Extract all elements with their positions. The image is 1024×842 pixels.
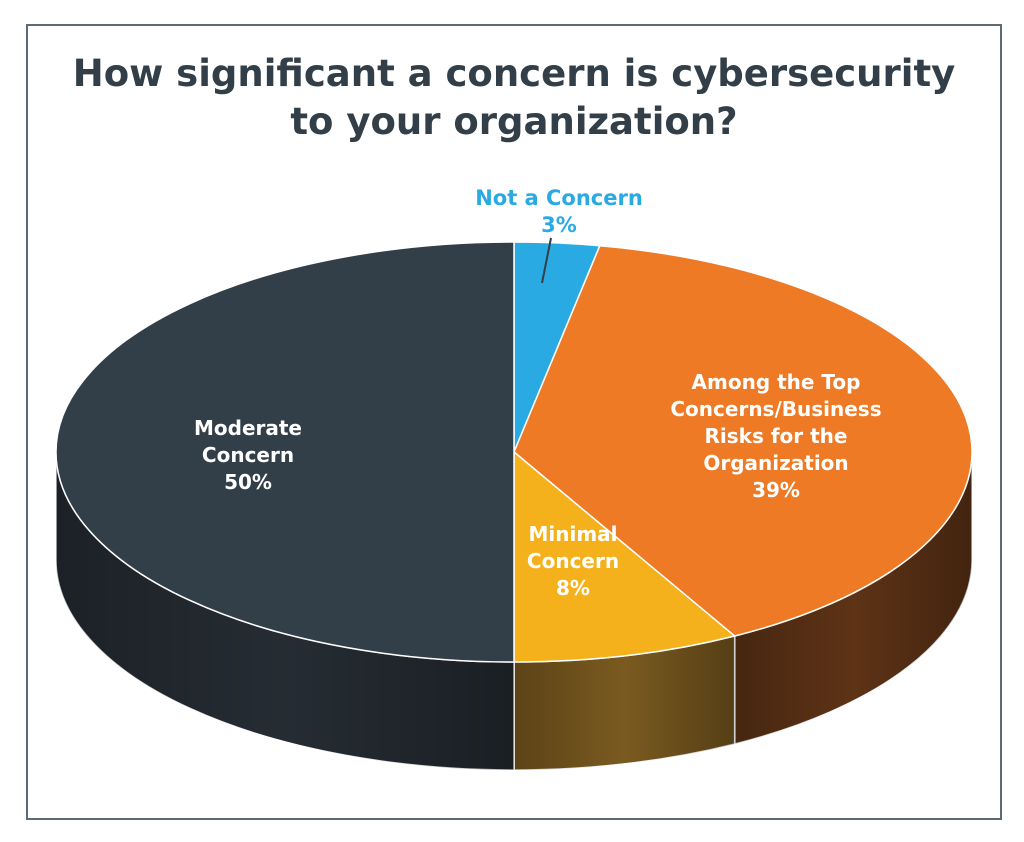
pie-label-2-line-1: Concern <box>527 549 619 573</box>
pie-slice-3 <box>55 241 515 663</box>
pie-slice-2 <box>513 450 737 663</box>
chart-title: How significant a concern is cybersecuri… <box>26 50 1002 146</box>
pie-slice-1 <box>513 244 973 637</box>
pie-label-1-line-3: Organization <box>703 451 848 475</box>
pie-label-3-line-1: Concern <box>202 443 294 467</box>
pie-label-2: Minimal Concern 8% <box>527 522 619 600</box>
pie-label-1-line-2: Risks for the <box>705 424 848 448</box>
pie-label-2-line-2: 8% <box>556 576 590 600</box>
pie-side-shade-3 <box>56 452 514 770</box>
chart-title-line-1: How significant a concern is cybersecuri… <box>72 52 956 95</box>
pie-side-shade-1 <box>734 452 972 745</box>
pie-label-1-line-4: 39% <box>752 478 800 502</box>
pie-side-shade-2 <box>514 636 735 770</box>
chart-title-line-2: to your organization? <box>290 100 738 143</box>
pie-label-1: Among the Top Concerns/Business Risks for … <box>670 370 881 502</box>
pie-labels: Not a Concern 3% Among the Top Concerns/Bus… <box>194 186 882 600</box>
pie-label-1-line-0: Among the Top <box>692 370 861 394</box>
pie-label-3-line-2: 50% <box>224 470 272 494</box>
pie-label-3: Moderate Concern 50% <box>194 416 302 494</box>
pie-label-2-line-0: Minimal <box>528 522 617 546</box>
pie-label-0: Not a Concern 3% <box>475 186 643 237</box>
pie-label-0-line-1: 3% <box>541 213 577 237</box>
pie-sides <box>55 451 973 771</box>
pie-label-0-line-0: Not a Concern <box>475 186 643 210</box>
label-leader-line <box>541 237 552 284</box>
pie-label-1-line-1: Concerns/Business <box>670 397 881 421</box>
pie-label-3-line-0: Moderate <box>194 416 302 440</box>
pie-slices <box>55 241 973 663</box>
